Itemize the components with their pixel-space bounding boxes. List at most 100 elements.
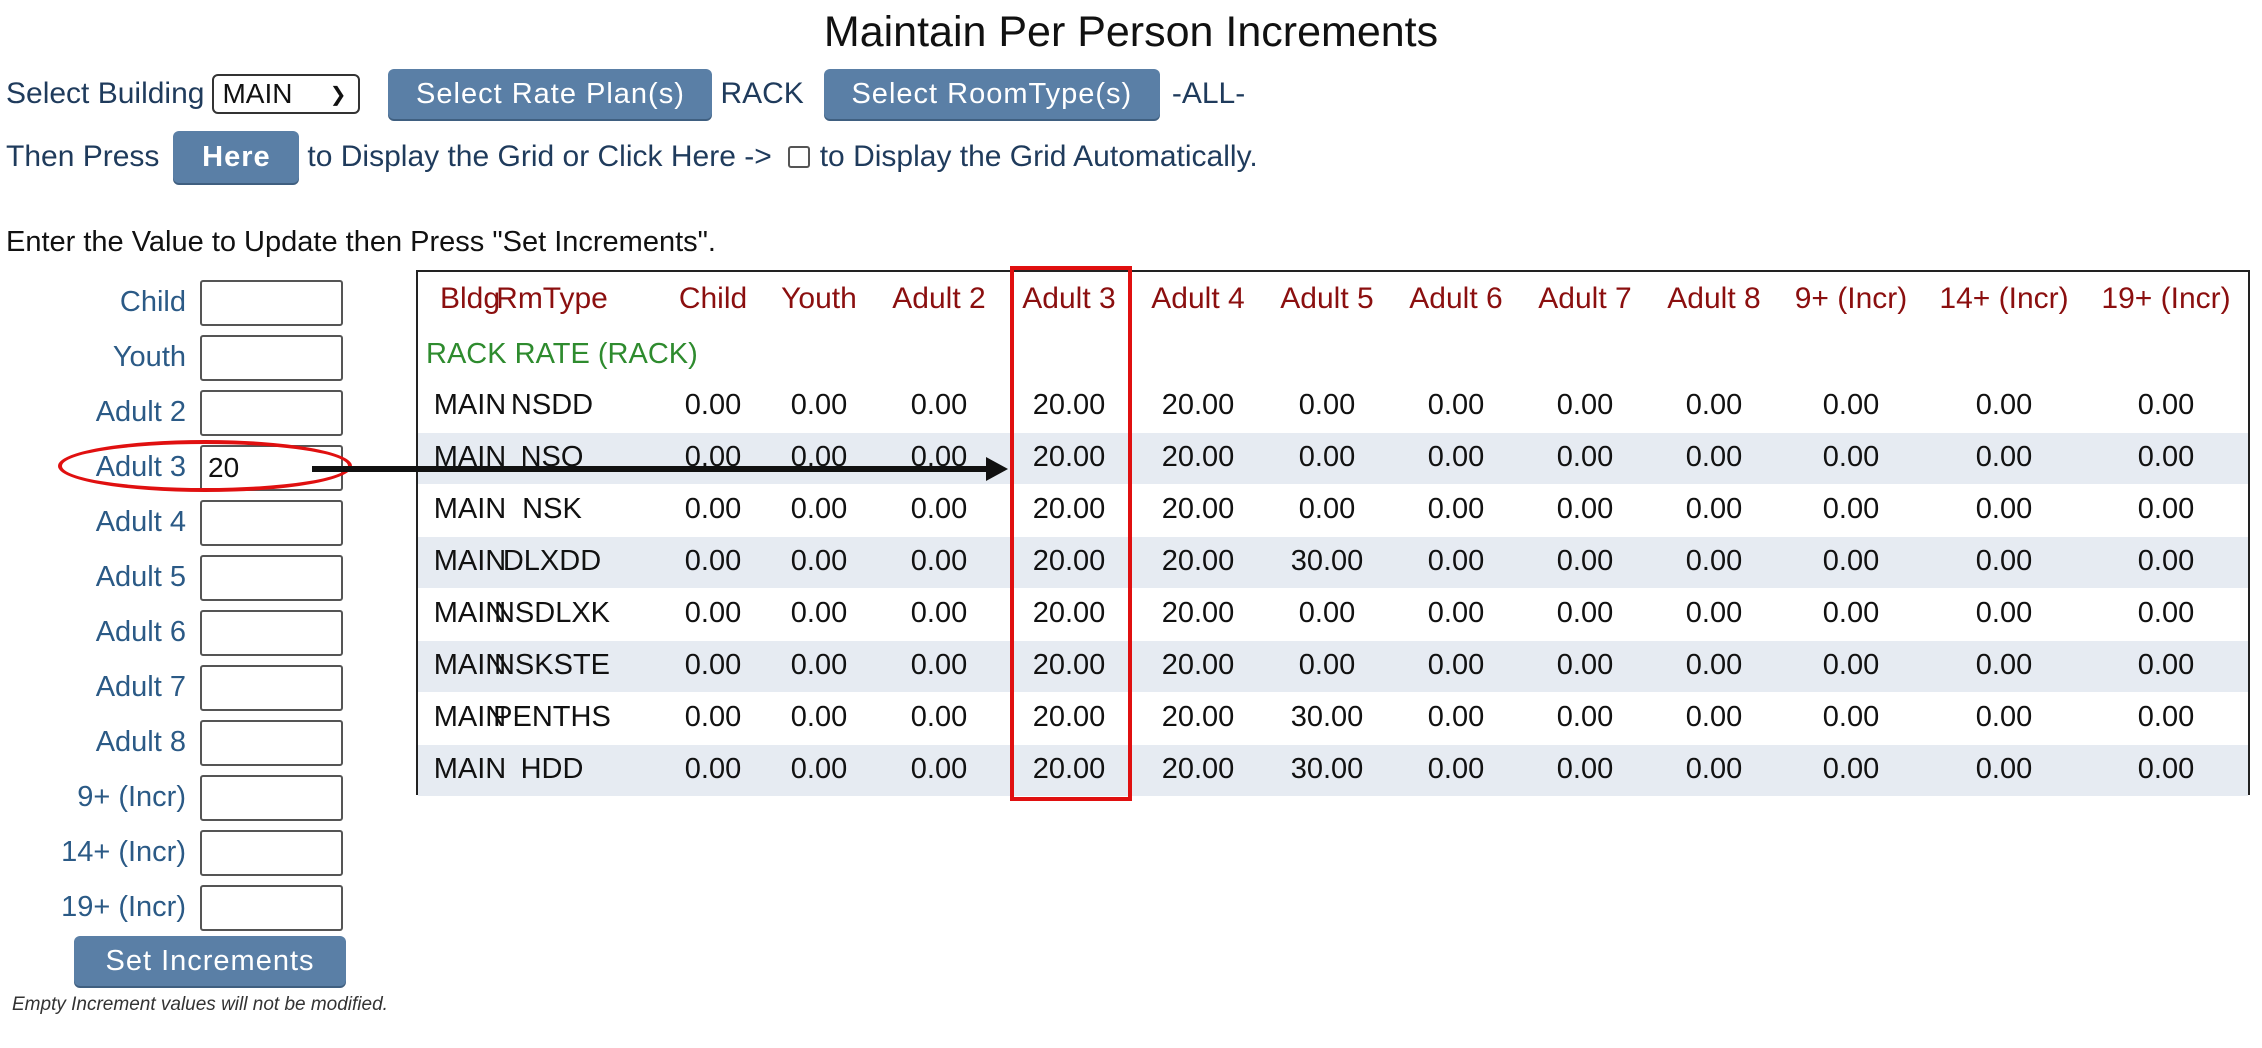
table-cell: 20.00 — [1032, 389, 1106, 421]
table-cell: 0.00 — [1822, 389, 1880, 421]
table-cell: 0.00 — [1298, 389, 1356, 421]
table-cell: 0.00 — [910, 493, 968, 525]
table-cell: 0.00 — [2137, 597, 2195, 629]
column-header[interactable]: 14+ (Incr) — [1939, 282, 2069, 315]
column-header[interactable]: Adult 5 — [1280, 282, 1374, 315]
table-cell: MAIN — [433, 545, 507, 577]
display-grid-text: to Display the Grid or Click Here -> — [307, 140, 772, 173]
table-cell: 20.00 — [1032, 701, 1106, 733]
table-cell: 20.00 — [1161, 597, 1235, 629]
table-cell: 0.00 — [1556, 753, 1614, 785]
table-cell: 0.00 — [2137, 493, 2195, 525]
arrow-head-icon — [986, 457, 1008, 481]
table-cell: 0.00 — [1975, 545, 2033, 577]
table-cell: 0.00 — [1822, 701, 1880, 733]
table-cell: 0.00 — [684, 597, 742, 629]
column-header[interactable]: Adult 3 — [1022, 282, 1116, 315]
filter-row: Select Building MAIN ❯ Select Rate Plan(… — [6, 68, 1245, 120]
table-cell: 0.00 — [1298, 441, 1356, 473]
rate-plan-group-label: RACK RATE (RACK) — [426, 338, 698, 370]
table-cell: 0.00 — [1556, 493, 1614, 525]
column-header[interactable]: Child — [678, 282, 748, 315]
table-cell: 0.00 — [2137, 441, 2195, 473]
increment-input-youth[interactable] — [200, 335, 343, 381]
table-cell: 0.00 — [2137, 649, 2195, 681]
table-cell: 0.00 — [790, 753, 848, 785]
table-cell: 0.00 — [1685, 493, 1743, 525]
increment-input-9-incr[interactable] — [200, 775, 343, 821]
table-row — [418, 433, 2248, 484]
arrow-line — [312, 466, 992, 472]
table-cell: 0.00 — [790, 389, 848, 421]
building-select[interactable]: MAIN ❯ — [212, 74, 361, 114]
table-cell: 20.00 — [1161, 649, 1235, 681]
table-cell: 0.00 — [684, 545, 742, 577]
column-header[interactable]: 9+ (Incr) — [1794, 282, 1908, 315]
table-cell: 0.00 — [1975, 701, 2033, 733]
table-cell: 0.00 — [1685, 597, 1743, 629]
auto-display-checkbox[interactable] — [787, 146, 810, 168]
column-header[interactable]: Adult 4 — [1151, 282, 1245, 315]
field-label-adult-5: Adult 5 — [95, 561, 186, 593]
table-cell: MAIN — [433, 701, 507, 733]
field-label-youth: Youth — [112, 341, 186, 373]
table-cell: 0.00 — [1427, 441, 1485, 473]
table-cell: 0.00 — [1975, 597, 2033, 629]
column-header[interactable]: RmType — [496, 282, 608, 315]
rate-plan-value: RACK — [720, 77, 804, 110]
increment-input-adult-4[interactable] — [200, 500, 343, 546]
increment-input-adult-8[interactable] — [200, 720, 343, 766]
table-cell: 0.00 — [1685, 545, 1743, 577]
table-cell: 0.00 — [1822, 493, 1880, 525]
table-cell: 0.00 — [1427, 545, 1485, 577]
table-cell: MAIN — [433, 649, 507, 681]
note-text: Empty Increment values will not be modif… — [12, 994, 388, 1015]
column-header[interactable]: Bldg — [439, 282, 501, 315]
column-header[interactable]: Adult 7 — [1538, 282, 1632, 315]
table-cell: MAIN — [433, 753, 507, 785]
table-cell: 0.00 — [1427, 649, 1485, 681]
table-cell: 20.00 — [1161, 441, 1235, 473]
table-cell: 0.00 — [1975, 389, 2033, 421]
table-cell: PENTHS — [493, 701, 611, 733]
increment-input-adult-7[interactable] — [200, 665, 343, 711]
table-cell: HDD — [520, 753, 584, 785]
table-cell: 20.00 — [1032, 545, 1106, 577]
table-cell: DLXDD — [502, 545, 602, 577]
select-roomtype-button[interactable]: Select RoomType(s) — [823, 69, 1160, 119]
increment-input-adult-5[interactable] — [200, 555, 343, 601]
table-cell: 0.00 — [790, 493, 848, 525]
column-header[interactable]: Youth — [781, 282, 857, 315]
table-cell: 20.00 — [1032, 597, 1106, 629]
increment-input-child[interactable] — [200, 280, 343, 326]
select-rate-plan-button[interactable]: Select Rate Plan(s) — [388, 69, 713, 119]
instructions-text: Enter the Value to Update then Press "Se… — [6, 226, 716, 258]
column-header[interactable]: 19+ (Incr) — [2101, 282, 2231, 315]
display-row: Then Press Here to Display the Grid or C… — [6, 130, 1258, 184]
increment-input-adult-6[interactable] — [200, 610, 343, 656]
set-increments-button[interactable]: Set Increments — [74, 936, 346, 986]
table-cell: 0.00 — [1556, 649, 1614, 681]
table-cell: 0.00 — [1556, 597, 1614, 629]
increment-input-19-incr[interactable] — [200, 885, 343, 931]
table-cell: 0.00 — [910, 597, 968, 629]
here-button[interactable]: Here — [173, 131, 300, 183]
table-row — [418, 641, 2248, 692]
column-header[interactable]: Adult 8 — [1667, 282, 1761, 315]
table-cell: 0.00 — [1975, 493, 2033, 525]
roomtype-value: -ALL- — [1171, 77, 1246, 110]
table-cell: 0.00 — [910, 753, 968, 785]
column-header[interactable]: Adult 2 — [892, 282, 986, 315]
table-cell: 30.00 — [1290, 701, 1364, 733]
table-cell: 20.00 — [1161, 753, 1235, 785]
table-cell: 20.00 — [1161, 545, 1235, 577]
table-cell: 20.00 — [1161, 493, 1235, 525]
table-cell: 0.00 — [1975, 441, 2033, 473]
increment-input-adult-2[interactable] — [200, 390, 343, 436]
column-header[interactable]: Adult 6 — [1409, 282, 1503, 315]
table-cell: 0.00 — [1685, 753, 1743, 785]
table-cell: 20.00 — [1032, 441, 1106, 473]
increment-input-14-incr[interactable] — [200, 830, 343, 876]
table-cell: 0.00 — [684, 389, 742, 421]
field-label-adult-8: Adult 8 — [95, 726, 186, 758]
